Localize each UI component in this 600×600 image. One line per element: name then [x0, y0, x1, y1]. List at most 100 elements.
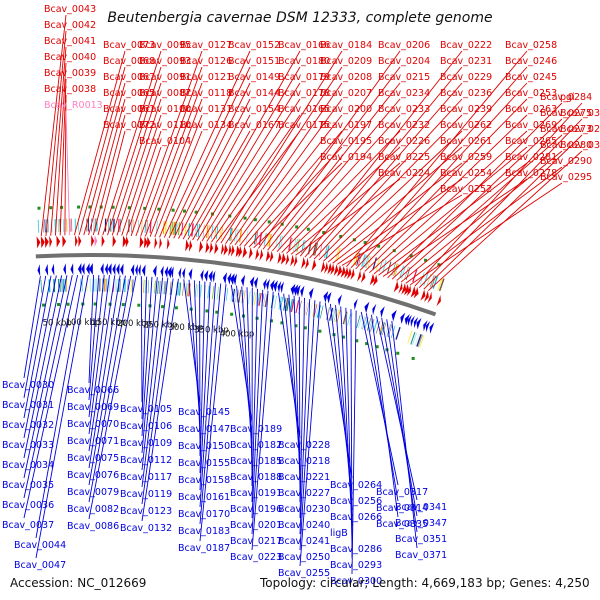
forward-gene-label: Bcav_0042	[44, 20, 96, 31]
forward-gene	[305, 257, 309, 270]
forward-gene-label: Bcav_0263	[505, 104, 557, 115]
forward-gene-label: Bcav_0254	[440, 168, 492, 179]
genome-title: Beutenbergia cavernae DSM 12333, complet…	[107, 10, 492, 26]
forward-gene-label-line	[59, 78, 67, 236]
forward-gene	[350, 268, 355, 281]
forward-gene-label-line	[341, 194, 463, 266]
feature-dot	[77, 205, 81, 209]
forward-gene	[404, 283, 410, 296]
reverse-gene-label: Bcav_0371	[395, 550, 447, 561]
reverse-gene	[230, 273, 235, 286]
forward-gene-label-line	[144, 82, 203, 237]
feature-block	[380, 322, 385, 335]
reverse-gene-label: Bcav_0293	[330, 560, 382, 571]
forward-gene-label-line	[350, 66, 528, 269]
feature-dot	[375, 345, 379, 349]
feature-dot	[341, 335, 345, 339]
reverse-gene	[70, 263, 74, 276]
reverse-gene-label-line	[241, 286, 253, 455]
feature-block	[386, 261, 392, 275]
forward-gene-label: Bcav_0226	[378, 136, 430, 147]
forward-gene	[290, 254, 295, 267]
feature-block	[256, 292, 261, 306]
feature-block	[232, 288, 236, 302]
reverse-gene-label-line	[293, 295, 301, 487]
feature-block	[372, 319, 378, 333]
forward-gene	[357, 270, 362, 282]
feature-block	[108, 218, 110, 232]
forward-gene-label: Bcav_0280	[540, 140, 592, 151]
reverse-gene-label: Bcav_0227	[278, 488, 330, 499]
forward-gene-label: Bcav_0284	[540, 92, 592, 103]
forward-gene-label-line	[427, 150, 583, 292]
reverse-gene-label-line	[141, 278, 179, 522]
forward-gene	[242, 246, 247, 259]
reverse-gene	[208, 270, 213, 283]
forward-gene-label-line	[423, 134, 583, 290]
forward-gene-label: Bcav_0261	[440, 136, 492, 147]
reverse-gene-label: Bcav_0341	[395, 502, 447, 513]
feature-block	[44, 219, 46, 233]
forward-gene-label-line	[111, 82, 162, 236]
feature-block	[177, 282, 180, 296]
forward-gene-label: Bcav_0311	[560, 140, 600, 151]
feature-block	[233, 289, 237, 303]
reverse-gene-label-line	[141, 277, 158, 454]
feature-block	[290, 299, 295, 313]
feature-block	[94, 278, 96, 292]
reverse-gene-label-line	[246, 287, 253, 471]
forward-gene	[223, 243, 228, 256]
feature-block	[62, 218, 65, 232]
feature-block	[169, 281, 172, 295]
feature-block	[93, 218, 95, 232]
forward-gene-label-line	[107, 66, 162, 236]
reverse-gene-label: Bcav_0132	[120, 523, 172, 534]
forward-gene	[209, 241, 214, 254]
forward-gene-label-line	[253, 162, 343, 249]
feature-dot	[143, 206, 147, 210]
forward-gene	[146, 236, 151, 249]
forward-gene-label-line	[396, 134, 563, 281]
feature-block	[225, 287, 229, 301]
forward-gene	[424, 290, 429, 302]
feature-block	[141, 219, 143, 233]
reverse-gene	[77, 263, 82, 276]
reverse-gene-label: Bcav_0300	[330, 576, 382, 587]
reverse-gene-label-line	[351, 310, 357, 575]
forward-gene-label-line	[378, 162, 528, 276]
forward-gene-label-line	[373, 146, 528, 275]
forward-gene-label: Bcav_0104	[139, 136, 191, 147]
feature-dot	[49, 206, 53, 210]
forward-gene	[320, 261, 326, 273]
reverse-gene-label: Bcav_0109	[120, 438, 172, 449]
feature-dot	[210, 212, 214, 216]
feature-block	[295, 300, 300, 314]
reverse-gene-label: Bcav_0228	[278, 440, 330, 451]
reverse-gene-label-line	[88, 275, 121, 469]
forward-label-lines	[40, 14, 583, 292]
feature-dot	[409, 254, 413, 258]
feature-dot	[42, 303, 46, 307]
forward-gene-label: Bcav_0197	[320, 120, 372, 131]
reverse-gene-label: Bcav_0196	[230, 504, 282, 515]
forward-gene-label-line	[295, 178, 401, 256]
reverse-gene-label: Bcav_0241	[278, 536, 330, 547]
feature-dot	[194, 210, 198, 214]
reverse-gene-label-line	[324, 302, 353, 479]
feature-block	[275, 235, 279, 249]
forward-gene-label: Bcav_0091	[139, 72, 191, 83]
reverse-gene-label-line	[35, 274, 84, 539]
forward-gene-label: Bcav_0273	[540, 124, 592, 135]
reverse-gene-label-line	[88, 274, 94, 384]
forward-gene-label: Bcav_0167	[228, 120, 280, 131]
feature-block	[380, 259, 385, 273]
feature-block	[315, 304, 320, 318]
reverse-gene	[372, 303, 377, 316]
forward-gene-label: Bcav_0195	[320, 136, 372, 147]
feature-block	[132, 279, 134, 293]
feature-block	[319, 305, 324, 319]
forward-gene-label: Bcav_0215	[378, 72, 430, 83]
reverse-gene-label: Bcav_0071	[67, 436, 119, 447]
reverse-gene	[233, 273, 237, 286]
feature-dot	[243, 216, 247, 220]
